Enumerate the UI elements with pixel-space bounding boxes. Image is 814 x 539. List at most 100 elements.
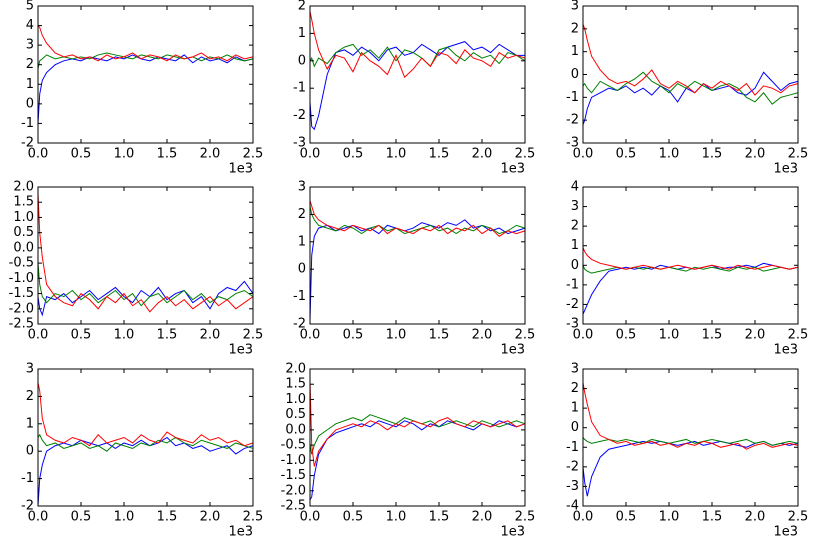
y-tick-label: 1.5 (285, 377, 306, 392)
y-tick-label: 2 (571, 219, 579, 234)
x-tick-label: 2.5 (788, 147, 809, 162)
x-tick-label: 2.5 (788, 328, 809, 343)
y-tick-label: 0.0 (285, 422, 306, 437)
y-tick-label: -0.5 (9, 256, 34, 271)
x-tick-label: 2.5 (515, 328, 536, 343)
axes-frame (582, 368, 799, 507)
x-tick-label: 1.5 (702, 510, 723, 525)
y-tick-label: -3 (566, 317, 579, 332)
y-tick-label: 2 (298, 207, 306, 222)
plot-background (310, 187, 525, 324)
y-tick-label: 1 (298, 234, 306, 249)
x-tick-label: 0.0 (28, 147, 49, 162)
x-tick-label: 1.5 (157, 147, 178, 162)
y-tick-label: 0.5 (13, 225, 34, 240)
y-tick-label: -1 (566, 440, 579, 455)
x-tick-label: 2.0 (472, 147, 493, 162)
y-tick-label: 1.0 (285, 392, 306, 407)
x-tick-label: 0.0 (573, 328, 594, 343)
y-tick-label: 0 (298, 262, 306, 277)
x-tick-label: 1.0 (386, 510, 407, 525)
x-tick-label: 1.5 (429, 510, 450, 525)
y-tick-label: -4 (566, 499, 579, 514)
y-tick-label: 1.5 (13, 195, 34, 210)
trace-line (37, 382, 254, 447)
trace-line (309, 381, 526, 467)
y-tick-label: 0 (26, 96, 34, 111)
y-tick-label: 1 (571, 44, 579, 59)
plot-background (38, 6, 253, 143)
x-tick-label: 1.0 (386, 328, 407, 343)
y-tick-label: -1.0 (281, 453, 306, 468)
trace-line (582, 262, 799, 315)
x-tick-label: 0.0 (28, 328, 49, 343)
x-tick-label: 2.0 (200, 147, 221, 162)
subplot: -2.5-2.0-1.5-1.0-0.50.00.51.01.52.00.0 0.… (281, 362, 536, 539)
plot-background (583, 187, 798, 324)
x-offset-label: 1e3 (500, 343, 525, 358)
y-tick-label: -3 (566, 479, 579, 494)
trace-line (37, 436, 254, 507)
y-tick-label: -3 (293, 136, 306, 151)
y-tick-label: 3 (298, 180, 306, 195)
x-offset-label: 1e3 (773, 162, 798, 177)
trace-line (309, 414, 526, 455)
x-offset-label: 1e3 (500, 162, 525, 177)
x-tick-label: 2.0 (472, 328, 493, 343)
y-tick-label: -1 (293, 289, 306, 304)
axes-frame (582, 186, 799, 325)
y-tick-label: 2 (26, 389, 34, 404)
x-tick-label: 2.5 (788, 510, 809, 525)
y-tick-label: -2 (566, 297, 579, 312)
x-tick-label: 1.0 (386, 147, 407, 162)
x-tick-label: 0.5 (616, 147, 637, 162)
x-tick-label: 0.5 (71, 147, 92, 162)
plot-background (310, 369, 525, 506)
y-tick-label: -2 (293, 108, 306, 123)
x-tick-label: 0.5 (343, 147, 364, 162)
trace-line (582, 265, 799, 274)
y-tick-label: -2.5 (281, 499, 306, 514)
x-tick-label: 0.0 (573, 147, 594, 162)
y-tick-label: 3 (26, 362, 34, 377)
y-tick-label: 4 (26, 18, 34, 33)
trace-line (37, 193, 254, 313)
x-tick-label: 2.5 (515, 510, 536, 525)
y-tick-label: -2 (293, 317, 306, 332)
x-offset-label: 1e3 (500, 525, 525, 539)
y-tick-label: 0.0 (13, 240, 34, 255)
trace-line (309, 219, 526, 322)
y-tick-label: 2 (571, 21, 579, 36)
y-tick-label: 1 (298, 26, 306, 41)
trace-line (37, 25, 254, 62)
y-tick-label: 0 (571, 420, 579, 435)
y-tick-label: 2 (298, 0, 306, 14)
y-tick-label: 0.5 (285, 407, 306, 422)
y-tick-label: -2 (566, 459, 579, 474)
x-tick-label: 1.5 (702, 328, 723, 343)
x-tick-label: 2.5 (243, 328, 264, 343)
x-tick-label: 0.5 (71, 328, 92, 343)
x-tick-label: 0.0 (300, 147, 321, 162)
trace-line (582, 24, 799, 96)
axes-frame (309, 5, 526, 144)
x-tick-label: 1.5 (702, 147, 723, 162)
trace-line (309, 41, 525, 131)
x-tick-label: 0.5 (616, 510, 637, 525)
y-tick-label: 0 (571, 258, 579, 273)
axes-frame (309, 186, 526, 325)
y-tick-label: -1 (566, 277, 579, 292)
subplot: -2.5-2.0-1.5-1.0-0.50.00.51.01.52.00.0 0.… (9, 180, 264, 358)
x-tick-label: 2.0 (200, 328, 221, 343)
x-tick-label: 2.5 (243, 147, 264, 162)
x-tick-label: 0.0 (573, 510, 594, 525)
x-tick-label: 1.5 (429, 147, 450, 162)
x-offset-label: 1e3 (228, 343, 253, 358)
x-tick-label: 0.5 (616, 328, 637, 343)
y-tick-label: -1 (21, 471, 34, 486)
y-tick-label: -3 (566, 136, 579, 151)
x-offset-label: 1e3 (773, 525, 798, 539)
x-tick-label: 2.0 (472, 510, 493, 525)
